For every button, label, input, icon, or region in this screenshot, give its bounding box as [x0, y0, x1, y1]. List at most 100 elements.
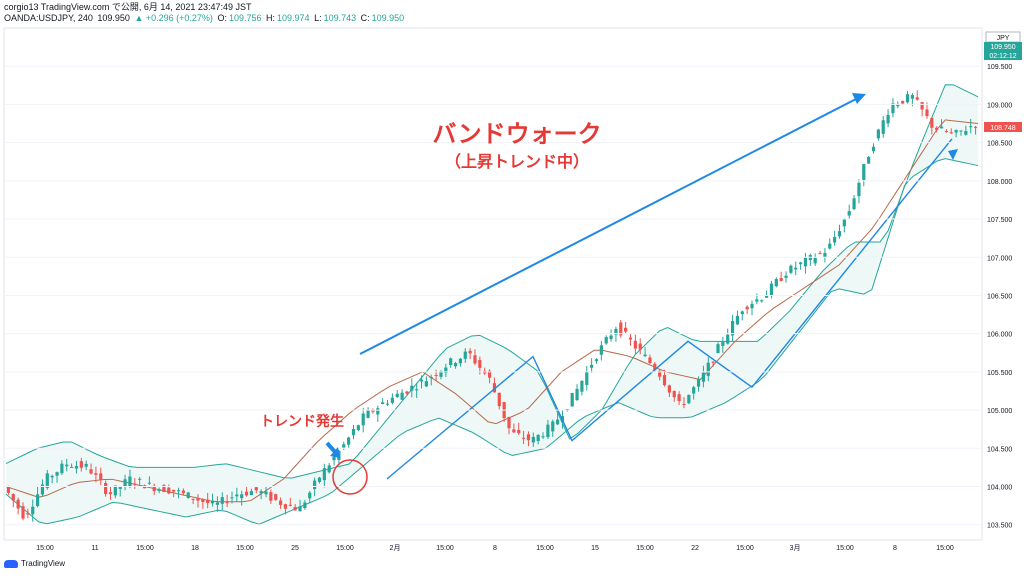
candle [147, 476, 151, 485]
candle [410, 378, 414, 398]
candle [235, 487, 239, 502]
candle [40, 479, 45, 497]
candle [16, 497, 20, 515]
candle [123, 474, 127, 491]
x-tick-label: 25 [291, 545, 299, 552]
candle [191, 498, 195, 505]
candle [594, 358, 599, 364]
candle [11, 493, 15, 508]
candle [381, 398, 385, 405]
candle [298, 499, 302, 512]
candle [31, 499, 35, 522]
candle [356, 424, 360, 432]
candle [857, 179, 861, 204]
trend-arrow [359, 93, 866, 355]
band-walk-title: バンドウォーク [432, 121, 601, 148]
candle [662, 369, 667, 387]
candle [517, 422, 521, 435]
candle [735, 310, 740, 326]
candle [833, 230, 837, 246]
candle [969, 118, 973, 134]
y-tick-label: 106.500 [987, 293, 1012, 300]
x-tick-label: 15:00 [636, 545, 654, 552]
candle [871, 143, 876, 154]
candle [181, 488, 185, 496]
candle [628, 333, 633, 346]
candle [959, 130, 963, 136]
candle [667, 384, 671, 398]
candle [274, 493, 278, 502]
candle [551, 419, 555, 437]
candle [254, 486, 258, 494]
candle [609, 329, 613, 342]
y-tick-label: 107.000 [987, 255, 1012, 262]
candle [507, 416, 511, 435]
candle [672, 390, 676, 402]
candle [259, 489, 263, 500]
candle [740, 310, 744, 321]
candle [682, 397, 686, 409]
candle [964, 125, 968, 136]
y-tick-label: 105.000 [987, 408, 1012, 415]
candle [526, 431, 531, 447]
candle [429, 374, 433, 386]
candle [50, 474, 54, 484]
candle [973, 126, 978, 135]
candle [643, 346, 647, 358]
candle [512, 423, 516, 433]
candle [6, 485, 11, 495]
candle [371, 408, 375, 414]
candle [249, 488, 254, 496]
plot-area[interactable] [3, 27, 983, 541]
candle [308, 490, 312, 504]
candle [779, 271, 783, 282]
candle [463, 348, 467, 363]
candle [347, 436, 351, 448]
candle [944, 129, 949, 133]
candle [405, 390, 409, 396]
candle [473, 349, 477, 366]
candle [244, 486, 249, 497]
candle [789, 264, 793, 275]
low-value: 109.743 [323, 13, 357, 23]
candle [94, 466, 98, 483]
candle [303, 499, 307, 510]
x-tick-label: 8 [893, 545, 897, 552]
candle [784, 271, 788, 283]
chart-header: corgio13 TradingView.com で公開, 6月 14, 202… [4, 2, 406, 24]
publish-info: corgio13 TradingView.com で公開, 6月 14, 202… [4, 2, 252, 12]
candle [774, 277, 778, 288]
candle [760, 299, 764, 303]
candle [390, 393, 394, 405]
y-tick-label: 103.500 [987, 523, 1012, 530]
candle [133, 478, 137, 489]
trend-start-label: トレンド発生 [260, 413, 344, 429]
candle [696, 376, 701, 392]
candle [152, 483, 156, 495]
candle [278, 497, 283, 509]
candle [658, 368, 662, 381]
x-tick-label: 11 [91, 545, 98, 552]
candle [590, 358, 594, 373]
y-tick-label: 108.000 [987, 179, 1012, 186]
candle [317, 476, 322, 484]
y-tick-label: 107.500 [987, 217, 1012, 224]
candle [99, 467, 103, 486]
y-tick-label: 104.500 [987, 446, 1012, 453]
candle [366, 407, 370, 419]
candle [803, 252, 808, 274]
candle [288, 497, 292, 507]
candle [949, 128, 953, 134]
candle [881, 116, 885, 138]
trend-start-arrow-icon [325, 441, 340, 458]
close-value: 109.950 [371, 13, 405, 23]
candle [70, 463, 74, 468]
candle [322, 463, 326, 488]
candle [84, 460, 88, 471]
candle [186, 491, 190, 499]
candle [726, 328, 730, 345]
candle [886, 109, 890, 128]
y-tick-label: 105.500 [987, 370, 1012, 377]
candle [905, 90, 910, 104]
